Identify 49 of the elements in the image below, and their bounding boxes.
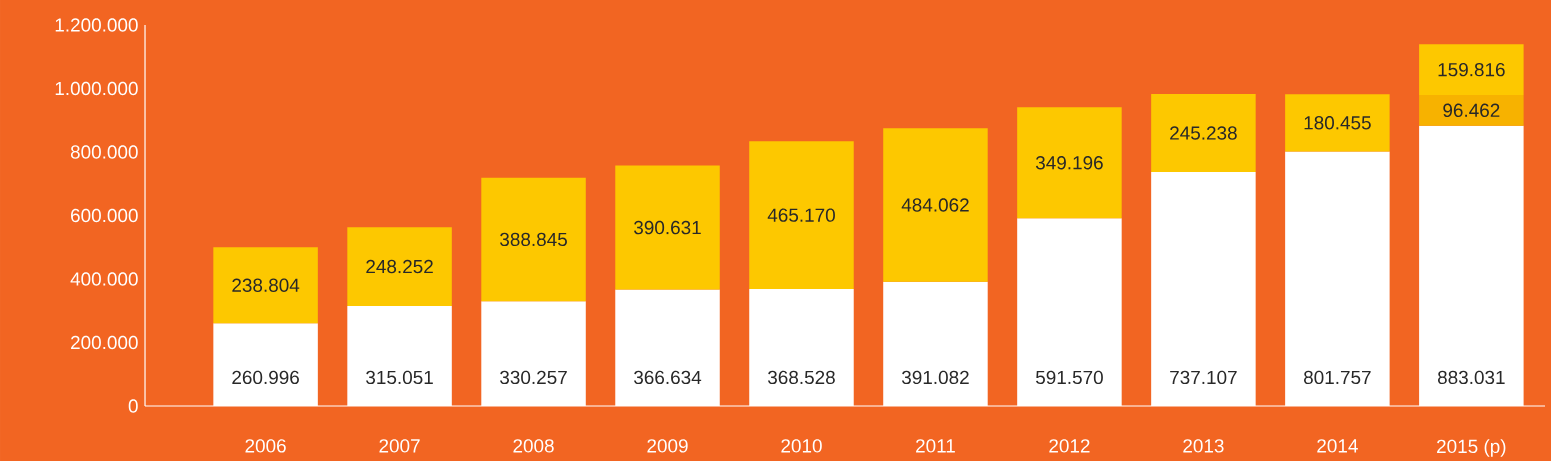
y-tick-label: 0	[128, 399, 138, 413]
data-label: 260.996	[232, 370, 299, 385]
data-label: 248.252	[366, 259, 433, 274]
bar	[1419, 94, 1524, 126]
data-label: 591.570	[1035, 370, 1103, 385]
data-label: 159.816	[1438, 62, 1505, 77]
data-label: 737.107	[1170, 370, 1237, 385]
x-tick-label: 2007	[379, 439, 420, 453]
data-label: 366.634	[634, 370, 702, 385]
data-label: 883.031	[1437, 370, 1505, 385]
data-label: 330.257	[500, 370, 567, 385]
data-label: 484.062	[901, 198, 969, 212]
bar	[615, 165, 720, 290]
bar	[1419, 44, 1524, 95]
x-tick-label: 2012	[1049, 439, 1090, 453]
data-label: 391.082	[901, 370, 969, 385]
bar	[1017, 107, 1122, 219]
y-tick-label: 400.000	[70, 272, 138, 286]
bar	[1151, 94, 1256, 172]
x-tick-label: 2011	[916, 439, 955, 453]
bar	[481, 177, 586, 302]
y-tick-label: 1.000.000	[55, 81, 138, 96]
x-tick-label: 2014	[1317, 439, 1358, 453]
data-label: 465.170	[767, 208, 835, 222]
data-label: 245.238	[1170, 126, 1237, 140]
bar	[749, 141, 854, 289]
data-label: 390.631	[634, 220, 701, 235]
bar	[1285, 94, 1390, 152]
y-tick-label: 200.000	[71, 335, 138, 350]
x-tick-label: 2010	[781, 439, 822, 453]
bar	[213, 247, 318, 324]
data-label: 349.196	[1035, 155, 1103, 170]
x-tick-label: 2006	[245, 439, 286, 453]
bar	[347, 227, 452, 306]
data-label: 315.051	[366, 370, 433, 385]
data-label: 96.462	[1443, 103, 1500, 117]
x-tick-label: 2015 (p)	[1437, 439, 1506, 457]
x-tick-label: 2009	[647, 439, 688, 453]
y-tick-label: 800.000	[70, 145, 138, 159]
data-label: 388.845	[500, 232, 567, 247]
y-tick-label: 1.200.000	[55, 18, 138, 32]
data-label: 238.804	[232, 278, 300, 292]
data-label: 368.528	[767, 370, 835, 385]
x-tick-label: 2008	[513, 439, 554, 453]
bar	[883, 128, 988, 282]
data-label: 180.455	[1304, 116, 1371, 130]
x-tick-label: 2013	[1183, 439, 1224, 453]
y-tick-label: 600.000	[71, 208, 138, 223]
data-label: 801.757	[1304, 370, 1371, 385]
